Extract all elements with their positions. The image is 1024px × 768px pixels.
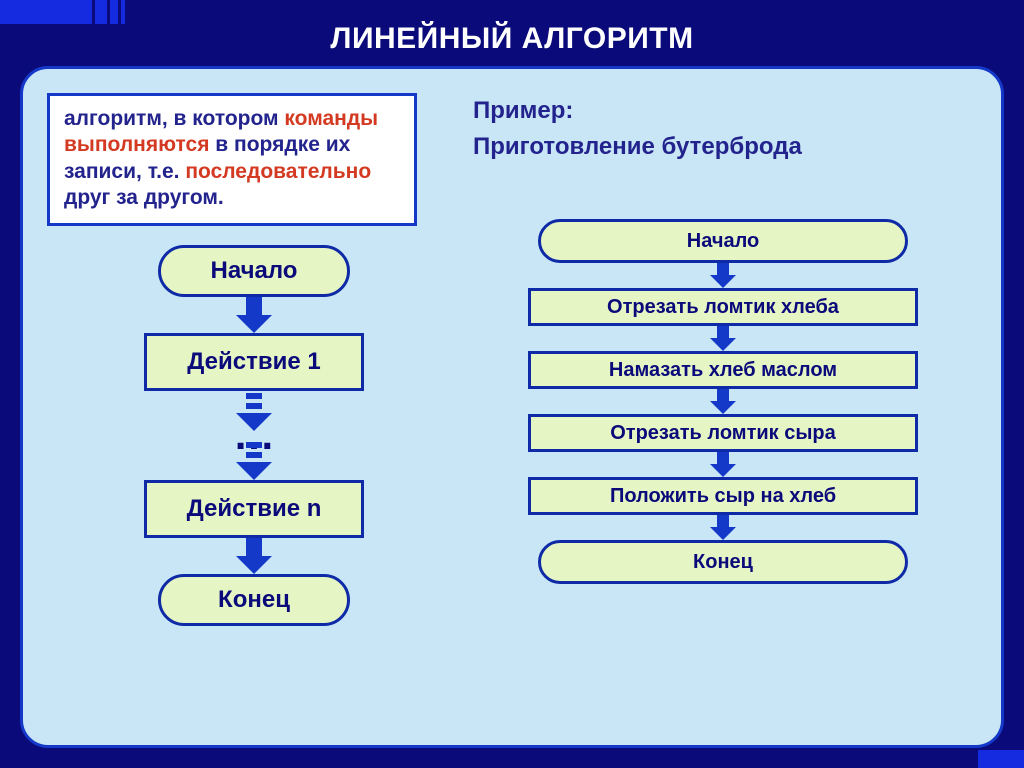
header-accent-bars: [0, 0, 125, 24]
example-text: Приготовление бутерброда: [473, 129, 973, 165]
node-step-2: Намазать хлеб маслом: [528, 351, 918, 389]
node-step-1: Отрезать ломтик хлеба: [528, 288, 918, 326]
arrow-down-icon: [710, 515, 736, 540]
footer-accent-bar: [978, 750, 1024, 768]
node-step-4: Положить сыр на хлеб: [528, 477, 918, 515]
arrow-down-icon: [236, 538, 272, 574]
content-panel: алгоритм, в котором команды выполняются …: [20, 66, 1004, 748]
arrow-down-icon: [710, 389, 736, 414]
node-action-n: Действие n: [144, 480, 364, 538]
node-end: Конец: [538, 540, 908, 584]
definition-box: алгоритм, в котором команды выполняются …: [47, 93, 417, 226]
node-start: Начало: [158, 245, 350, 297]
arrow-down-icon: [710, 452, 736, 477]
definition-red-2: последовательно: [185, 160, 371, 183]
node-start: Начало: [538, 219, 908, 263]
example-label: Пример:: [473, 93, 973, 129]
flowchart-example: Начало Отрезать ломтик хлеба Намазать хл…: [513, 219, 933, 584]
arrow-down-icon: [236, 297, 272, 333]
definition-text-3: друг за другом.: [64, 186, 224, 209]
node-end: Конец: [158, 574, 350, 626]
arrow-dashed-icon: [236, 442, 272, 480]
flowchart-template: Начало Действие 1 … Действие n Конец: [139, 245, 369, 626]
definition-text-1: алгоритм, в котором: [64, 107, 284, 130]
arrow-down-icon: [710, 326, 736, 351]
page-title: ЛИНЕЙНЫЙ АЛГОРИТМ: [0, 22, 1024, 56]
node-action-1: Действие 1: [144, 333, 364, 391]
arrow-down-icon: [710, 263, 736, 288]
example-heading: Пример: Приготовление бутерброда: [473, 93, 973, 165]
node-step-3: Отрезать ломтик сыра: [528, 414, 918, 452]
